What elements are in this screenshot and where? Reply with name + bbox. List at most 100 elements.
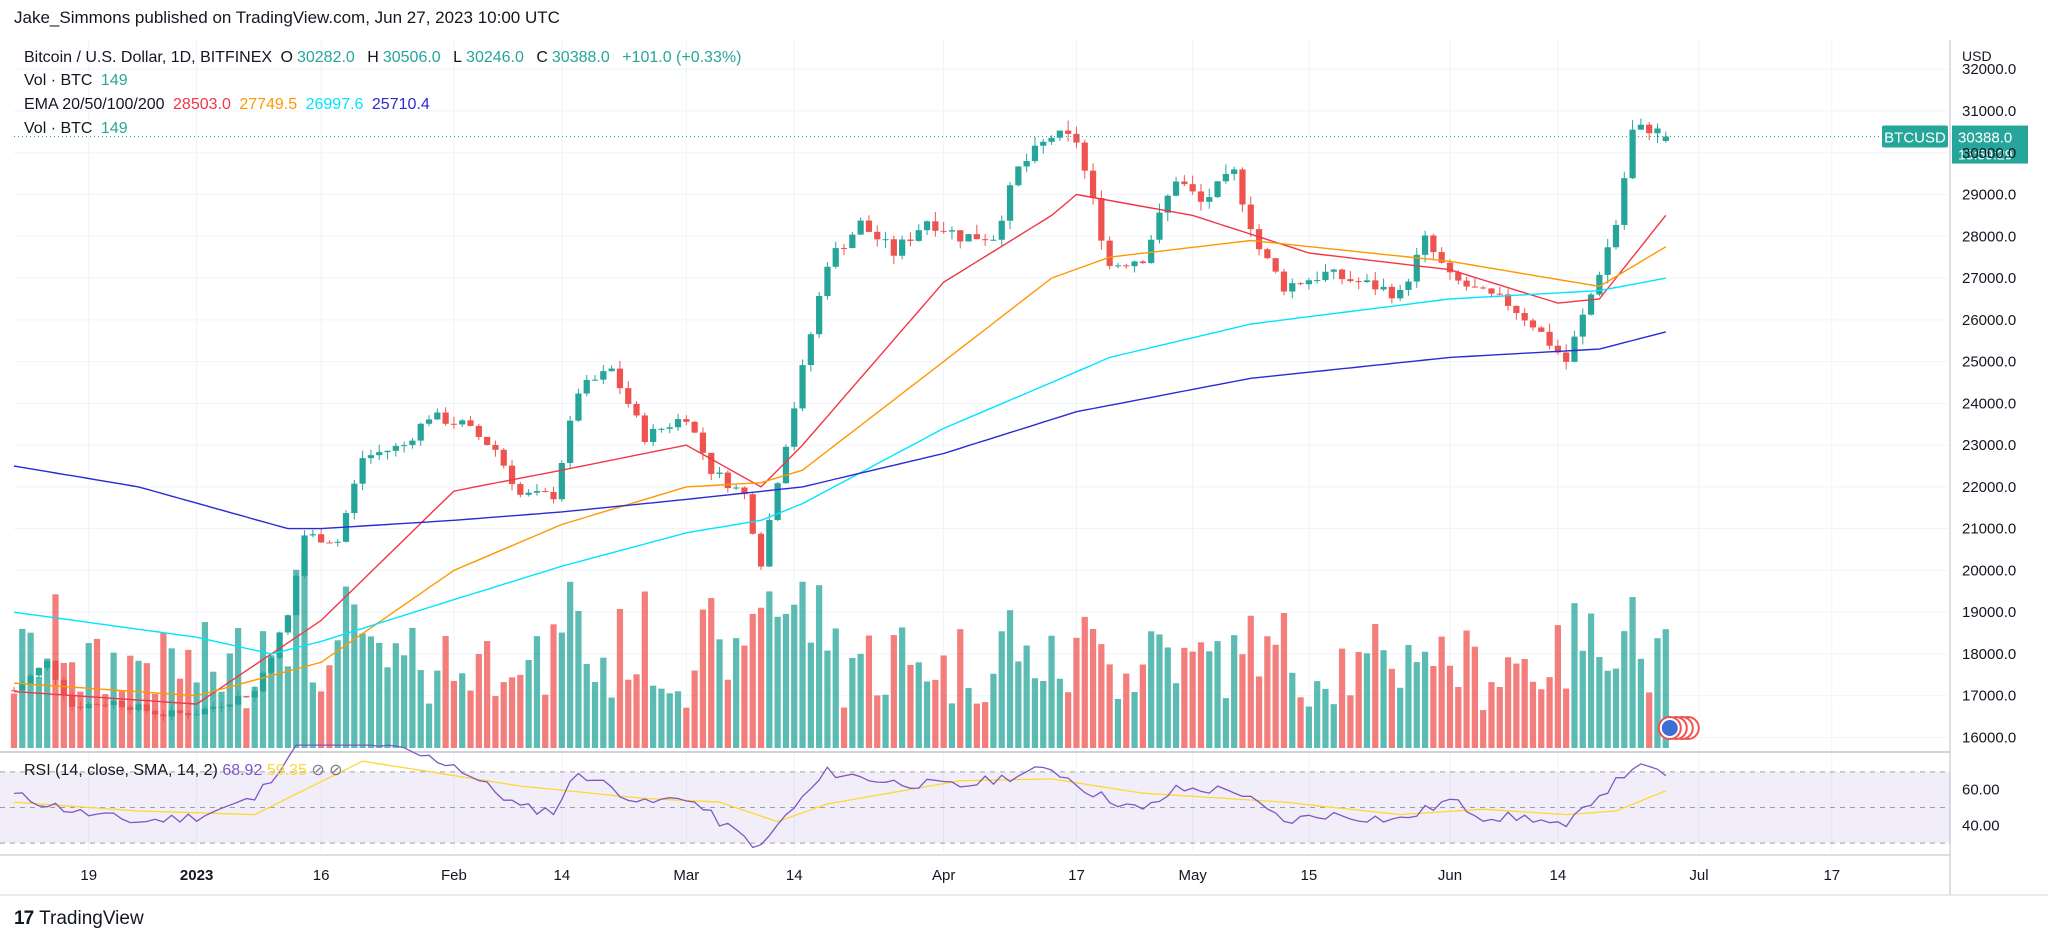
volume-bar [1148,631,1155,748]
candle-body [1231,169,1238,174]
candle-body [1181,181,1188,185]
candle-body [575,393,582,421]
volume-bar [865,635,873,748]
volume-bar [384,667,391,748]
candle-body [749,494,756,534]
candle-body [492,444,499,450]
volume-bar [500,682,507,748]
candle-body [807,334,814,366]
volume-bar [1446,665,1454,748]
candle-body [218,706,225,708]
volume-bar [1330,704,1337,748]
time-tick-label: 15 [1301,867,1318,884]
volume-bar [425,703,433,748]
volume-bar [965,687,972,748]
tradingview-brand[interactable]: 17 TradingView [14,908,144,930]
volume-bar [251,686,258,748]
ema-legend[interactable]: EMA 20/50/100/200 28503.0 27749.5 26997.… [24,96,434,114]
volume-bar [1206,651,1213,748]
tradingview-logo: 17 [14,908,34,929]
rsi-label: RSI (14, close, SMA, 14, 2) [24,762,218,779]
candle-body [517,484,524,495]
volume-bar [127,655,134,748]
price-tick-label: 21000.0 [1962,521,2016,538]
candle-body [160,714,167,717]
candle-body [168,710,175,717]
volume-legend[interactable]: Vol · BTC 149 [24,72,132,90]
candle-body [68,694,76,707]
price-tag-value: 30388.0 [1958,130,2012,147]
volume-bar [1338,648,1346,748]
volume-value: 149 [100,72,128,89]
volume-bar [567,581,574,748]
volume-legend-2[interactable]: Vol · BTC 149 [24,120,132,138]
candle-body [1405,281,1412,290]
volume-bar [1347,695,1354,748]
volume-bar [1164,647,1171,748]
volume-bar [948,703,956,748]
volume-bar [1455,686,1462,748]
volume-bar [1612,668,1620,748]
candle-body [708,452,715,474]
volume-bar [1048,635,1055,748]
volume-label: Vol · BTC [24,72,93,89]
candle-body [616,368,624,389]
candle-body [1654,128,1661,134]
candle-body [1023,161,1030,167]
candle-body [533,491,541,493]
price-tick-label: 25000.0 [1962,354,2016,371]
price-tick-label: 32000.0 [1962,61,2016,78]
candle-body [442,412,449,424]
candle-body [857,220,864,235]
volume-bar [998,631,1005,748]
time-tick-label: 14 [553,867,570,884]
candle-body [1214,181,1221,198]
candle-body [243,696,250,698]
volume-bar [301,558,308,748]
volume-bar [699,609,707,748]
candle-body [608,368,615,372]
candle-body [259,672,267,692]
candle-body [1421,235,1429,255]
candle-body [923,221,931,231]
candle-body [326,542,333,544]
volume-bar [118,691,126,748]
settings-icon[interactable]: ⊘ [329,762,343,779]
volume-bar [492,696,499,748]
volume-bar [1421,651,1429,748]
volume-bar [807,642,814,748]
volume-bar [1621,631,1628,748]
volume-bar [1015,661,1022,748]
ema100-value: 26997.6 [305,96,364,113]
eye-icon[interactable]: ⊘ [311,762,325,779]
candle-body [733,487,740,489]
rsi-legend[interactable]: RSI (14, close, SMA, 14, 2) 68.92 59.35 … [24,760,343,780]
volume-bar [475,654,482,748]
candle-body [990,239,997,241]
volume-bar [915,662,922,748]
volume-bar [1081,616,1088,748]
volume-bar [226,653,233,748]
candle-body [1504,294,1512,306]
rsi-sma-line [13,760,1667,823]
candle-body [293,575,300,616]
candle-body [691,421,698,433]
volume-bar [1006,610,1014,748]
time-tick-label: 14 [1550,867,1567,884]
candle-body [1596,274,1603,295]
volume-bar [1131,691,1138,748]
candle-body [450,423,458,425]
volume-bar [932,679,939,748]
candle-body [542,491,549,493]
candle-body [1629,129,1636,179]
candlestick-series [10,118,1669,722]
symbol-title[interactable]: Bitcoin / U.S. Dollar, 1D, BITFINEX [24,49,273,66]
time-axis: 19 2023 16 Feb 14 Mar 14 Apr 17 May 15 Jun 14 Jul 17 [80,867,1840,884]
price-tick-label: 19000.0 [1962,604,2016,621]
close-value: 30388.0 [551,49,610,66]
volume-bar [367,636,375,748]
volume-bar [1040,680,1047,748]
candle-body [1197,191,1205,202]
volume-bar [1139,664,1146,748]
